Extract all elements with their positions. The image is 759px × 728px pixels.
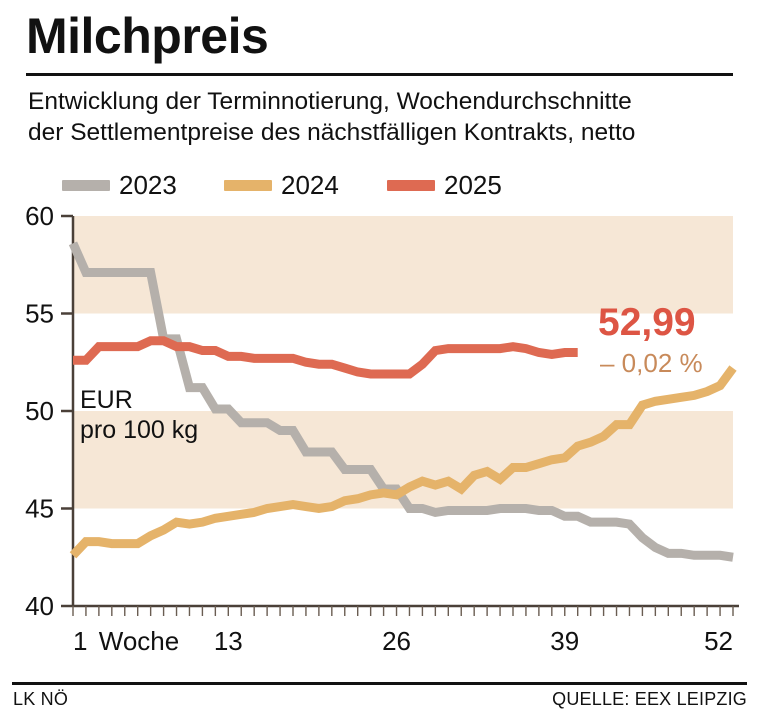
series-line-2025 — [73, 336, 578, 379]
legend-item-2025[interactable]: 2025 — [387, 170, 502, 200]
axis-unit-line-2: pro 100 kg — [80, 416, 198, 444]
band-55-60 — [73, 216, 733, 314]
y-axis-tick-labels: 40 45 50 55 60 — [25, 201, 54, 621]
footer-source: QUELLE: EEX LEIPZIG — [552, 689, 747, 709]
legend-swatch-2024 — [224, 179, 272, 191]
chart-svg: 40 45 50 55 60 EUR pro 100 kg 52,99 – 0,02 % — [25, 201, 739, 656]
y-tick-label-45: 45 — [25, 494, 54, 524]
series-line-2023 — [68, 241, 734, 562]
line-chart: 40 45 50 55 60 EUR pro 100 kg 52,99 – 0,02 % — [0, 200, 759, 660]
callout-value: 52,99 — [598, 301, 696, 344]
y-axis: 40 45 50 55 60 — [25, 201, 75, 621]
x-tick-label-13: 13 — [214, 626, 243, 656]
footer-divider — [12, 682, 747, 685]
x-axis: 1 13 26 39 52 Woche — [72, 604, 739, 656]
title-divider — [26, 73, 733, 76]
callout-delta: – 0,02 % — [600, 348, 703, 378]
x-axis-ticks — [72, 606, 734, 616]
subtitle-line-1: Entwicklung der Terminnotierung, Wochend… — [28, 88, 632, 115]
legend-swatch-2025 — [387, 179, 435, 191]
y-axis-ticks — [61, 214, 73, 608]
page-subtitle: Entwicklung der Terminnotierung, Wochend… — [28, 86, 740, 148]
axis-unit-line-1: EUR — [80, 386, 133, 414]
legend-label-2025: 2025 — [444, 170, 502, 200]
subtitle-line-2: der Settlementpreise des nächstfälligen … — [28, 119, 636, 146]
x-tick-label-39: 39 — [550, 626, 579, 656]
x-axis-caption: Woche — [99, 626, 179, 656]
legend-item-2024[interactable]: 2024 — [224, 170, 339, 200]
x-axis-tick-labels: 1 13 26 39 52 — [73, 626, 733, 656]
axis-unit-label: EUR pro 100 kg — [80, 386, 198, 444]
footer-credit: LK NÖ — [13, 689, 69, 709]
page-title: Milchpreis — [26, 8, 269, 64]
legend-label-2023: 2023 — [119, 170, 177, 200]
y-tick-label-40: 40 — [25, 591, 54, 621]
legend-label-2024: 2024 — [281, 170, 339, 200]
series-line-2024 — [69, 365, 737, 559]
latest-value-callout: 52,99 – 0,02 % — [598, 301, 703, 378]
x-tick-label-1: 1 — [73, 626, 87, 656]
legend-item-2023[interactable]: 2023 — [62, 170, 177, 200]
x-tick-label-26: 26 — [382, 626, 411, 656]
chart-series — [68, 241, 737, 562]
y-tick-label-50: 50 — [25, 396, 54, 426]
y-tick-label-55: 55 — [25, 299, 54, 329]
legend-swatch-2023 — [62, 179, 110, 191]
x-tick-label-52: 52 — [704, 626, 733, 656]
y-tick-label-60: 60 — [25, 201, 54, 231]
